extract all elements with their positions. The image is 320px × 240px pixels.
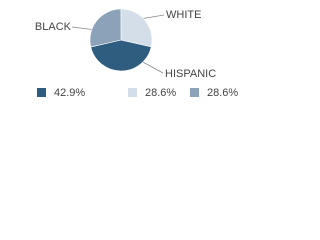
- chart: BLACK WHITE HISPANIC 42.9% 28.6% 28.6%: [35, 8, 238, 99]
- pie-slice: [90, 39, 152, 72]
- leader-line: [139, 14, 165, 20]
- legend-label: 42.9%: [54, 87, 85, 99]
- legend-label: 28.6%: [145, 87, 176, 99]
- leader-line: [140, 60, 164, 74]
- legend-swatch: [128, 88, 137, 97]
- slice-label: WHITE: [166, 9, 201, 21]
- legend-label: 28.6%: [207, 87, 238, 99]
- pie-slice: [89, 8, 122, 48]
- slice-label: HISPANIC: [165, 68, 216, 80]
- legend-swatch: [190, 88, 199, 97]
- legend-swatch: [37, 88, 46, 97]
- pie-slice: [120, 8, 153, 48]
- slice-label: BLACK: [35, 21, 72, 33]
